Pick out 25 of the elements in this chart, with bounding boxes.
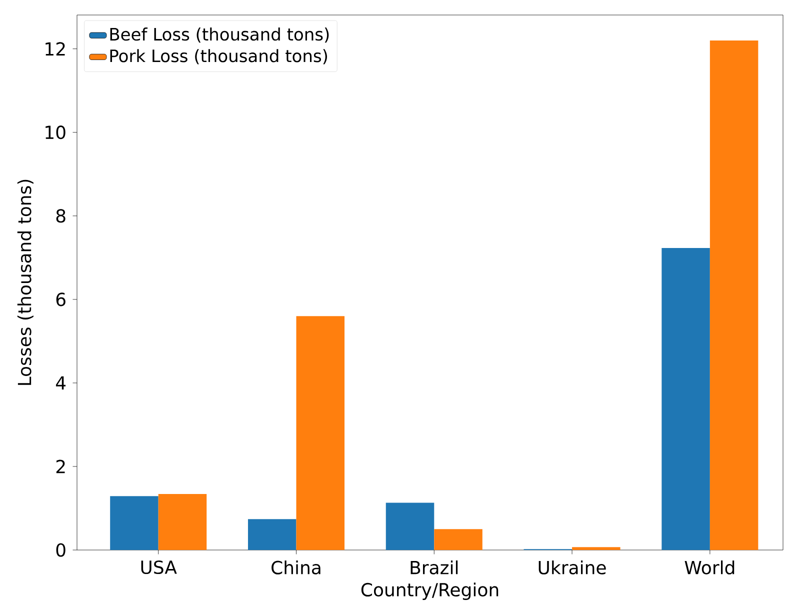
y-tick-label: 12	[46, 42, 65, 56]
bar	[248, 519, 296, 550]
bar	[662, 248, 710, 550]
y-tick-label: 4	[56, 376, 66, 390]
bar	[710, 40, 758, 550]
y-tick-label: 2	[56, 460, 65, 474]
y-tick-label: 8	[56, 209, 66, 223]
x-tick-label: Ukraine	[538, 560, 606, 574]
bar	[158, 494, 207, 550]
legend-label: Beef Loss (thousand tons)	[110, 28, 329, 43]
bar	[386, 502, 434, 550]
x-tick-label: China	[272, 560, 320, 574]
legend-label: Pork Loss (thousand tons)	[110, 49, 328, 64]
y-tick-label: 0	[56, 543, 66, 557]
y-tick-label: 10	[46, 126, 66, 140]
x-tick-label: World	[684, 560, 734, 574]
x-axis-title: Country/Region	[361, 582, 498, 600]
bar	[296, 316, 345, 550]
bar	[110, 496, 158, 550]
bar	[434, 529, 482, 550]
x-tick-label: USA	[141, 560, 177, 574]
y-axis-title: Losses (thousand tons)	[17, 180, 34, 385]
x-tick-label: Brazil	[410, 560, 458, 574]
y-tick-label: 6	[56, 292, 66, 306]
bar	[572, 547, 620, 550]
